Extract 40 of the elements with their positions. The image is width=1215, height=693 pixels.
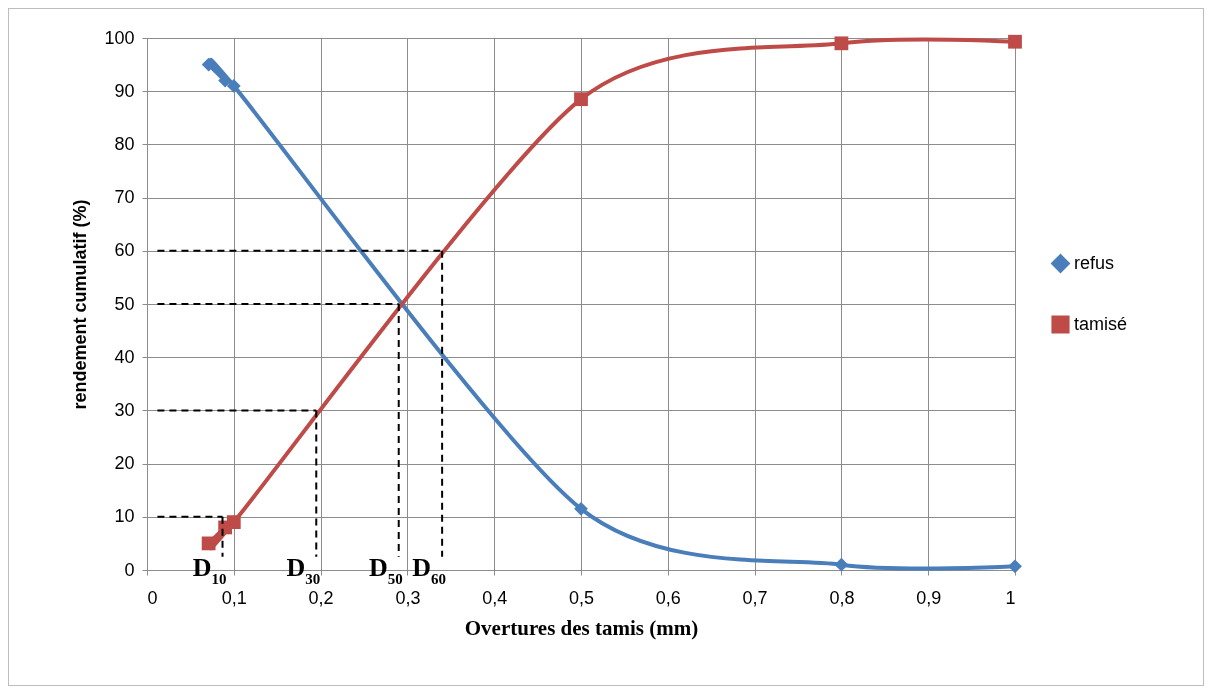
x-axis-title: Overtures des tamis (mm) [464, 615, 699, 640]
x-tick-label: 0 [147, 587, 158, 608]
y-tick-label: 40 [114, 346, 135, 367]
y-tick-label: 30 [114, 399, 135, 420]
y-tick-label: 80 [114, 133, 135, 154]
point [834, 36, 849, 51]
point [834, 557, 849, 572]
annotation: D$_{50}$ [368, 553, 403, 587]
x-tick-label: 0,9 [916, 587, 942, 608]
x-tick-label: 0,5 [568, 587, 595, 608]
annotation: D$_{10}$ [192, 553, 227, 587]
x-tick-label: 0,4 [482, 587, 508, 608]
y-tick-label: 100 [104, 27, 135, 48]
point [226, 515, 241, 530]
x-tick-label: 0,8 [829, 587, 855, 608]
y-tick-label: 50 [114, 293, 135, 314]
x-tick-label: 0,6 [655, 587, 681, 608]
point [218, 73, 233, 88]
x-tick-label: 0,1 [221, 587, 247, 608]
y-tick-label: 60 [114, 240, 135, 261]
y-tick-label: 10 [114, 506, 135, 527]
point [1008, 559, 1022, 574]
y-tick-label: 70 [114, 187, 135, 208]
point [574, 92, 588, 107]
x-tick-label: 1 [1005, 587, 1016, 608]
x-tick-label: 0,2 [308, 587, 334, 608]
annotation: D$_{60}$ [412, 553, 447, 587]
legend-label: tamisé [1074, 313, 1128, 334]
x-tick-label: 0,7 [742, 587, 768, 608]
annotation: D$_{30}$ [286, 553, 321, 587]
legend-label: refus [1074, 252, 1115, 273]
y-tick-label: 90 [114, 80, 135, 101]
y-axis-title: rendement cumulatif (%) [70, 199, 91, 410]
y-tick-label: 0 [124, 559, 135, 580]
y-tick-label: 20 [114, 453, 135, 474]
point [201, 536, 216, 551]
point [1008, 34, 1022, 49]
x-tick-label: 0,3 [395, 587, 421, 608]
point [226, 78, 241, 93]
point [574, 501, 588, 516]
